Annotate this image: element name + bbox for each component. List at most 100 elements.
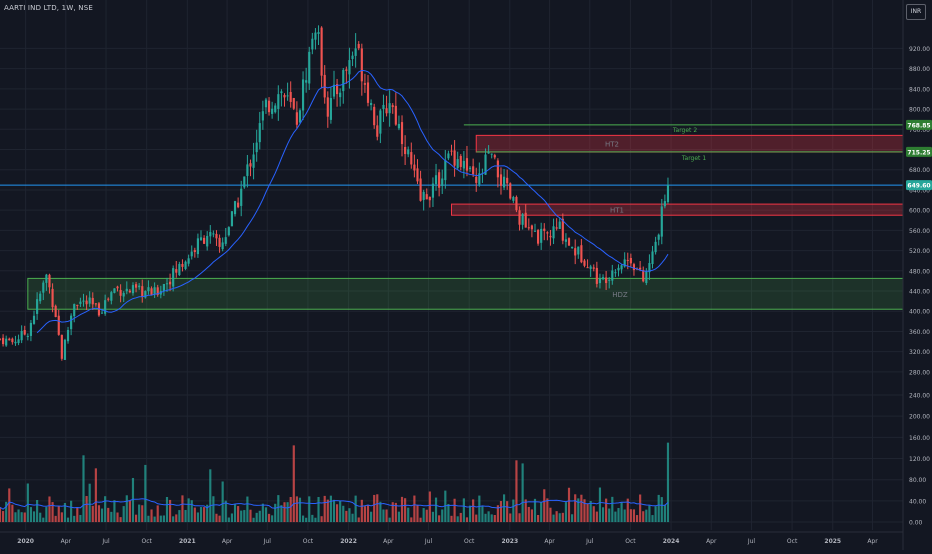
price-ma-line <box>36 69 669 334</box>
volume-bar <box>651 515 654 523</box>
time-tick-label: Oct <box>787 538 798 545</box>
candle-body <box>351 55 354 59</box>
candle-body <box>305 80 308 83</box>
volume-bar <box>227 517 230 523</box>
candle-body <box>100 312 104 314</box>
volume-bar <box>345 510 348 523</box>
volume-bar <box>574 494 577 523</box>
candle-body <box>533 230 537 232</box>
candle-body <box>301 79 305 111</box>
grid <box>0 0 903 530</box>
candle-body <box>11 338 14 343</box>
candle-body <box>187 258 190 264</box>
candle-body <box>76 304 79 306</box>
candle-body <box>79 301 82 304</box>
candle-body <box>524 212 527 228</box>
time-tick-label: Apr <box>61 538 72 545</box>
volume-bar <box>509 513 512 523</box>
price-tick-label: 400.00 <box>909 309 930 316</box>
volume-bar <box>100 508 104 523</box>
candle-body <box>66 330 70 342</box>
volume-bar <box>283 502 286 523</box>
volume-bar <box>0 507 2 523</box>
candle-body <box>555 227 558 229</box>
candle-body <box>580 245 583 263</box>
candle-body <box>373 106 376 126</box>
candle-body <box>335 84 339 95</box>
time-tick-label: Oct <box>625 538 636 545</box>
volume-bar <box>447 503 450 523</box>
volume-bar <box>305 517 308 523</box>
candle-body <box>577 246 580 255</box>
candle-body <box>574 248 577 256</box>
candle-body <box>376 125 379 137</box>
volume-bar <box>425 509 428 523</box>
candle-body <box>286 95 289 97</box>
candle-body <box>107 298 110 300</box>
candle-body <box>292 98 295 109</box>
candle-body <box>348 60 351 75</box>
candle-body <box>651 251 654 265</box>
volume-bar <box>280 505 283 523</box>
volume-bar <box>144 464 147 523</box>
volume-bar <box>657 494 660 523</box>
price-tick-label: 640.00 <box>909 187 930 194</box>
candle-body <box>5 338 8 346</box>
candle-body <box>626 259 629 261</box>
candle-body <box>447 153 450 159</box>
candle-body <box>128 290 131 293</box>
candle-body <box>17 339 20 344</box>
candle-body <box>131 285 135 294</box>
candle-body <box>586 267 589 269</box>
volume-bar <box>94 468 97 523</box>
candle-body <box>20 330 23 341</box>
volume-bar <box>329 495 332 523</box>
candles <box>0 25 670 361</box>
volume-bar <box>119 517 122 523</box>
volume-bar <box>240 510 243 523</box>
candle-body <box>388 103 391 114</box>
candle-body <box>280 91 283 94</box>
volume-bar <box>277 495 280 523</box>
volume-bar <box>14 512 17 523</box>
candle-body <box>407 149 410 155</box>
candle-body <box>175 269 178 273</box>
volume-bar <box>481 505 484 523</box>
candle-body <box>571 246 574 248</box>
volume-bar <box>141 505 144 523</box>
candle-body <box>206 235 209 247</box>
candle-body <box>450 150 453 152</box>
volume-bar <box>342 505 345 523</box>
candle-body <box>589 266 592 269</box>
candle-body <box>518 210 521 225</box>
volume-bar <box>373 494 376 523</box>
volume-bar <box>391 502 394 523</box>
volume-bar <box>601 507 605 523</box>
candle-body <box>441 178 444 187</box>
volume-bar <box>215 513 218 523</box>
volume-bar <box>128 500 131 523</box>
volume-tick-label: 160.00 <box>909 435 930 442</box>
volume-bar <box>131 477 135 523</box>
volume-bar <box>230 513 234 523</box>
volume-bar <box>308 496 311 523</box>
volume-bar <box>645 509 648 523</box>
time-tick-label: 2022 <box>340 538 357 545</box>
candle-body <box>308 51 311 84</box>
candle-body <box>543 228 546 231</box>
volume-bar <box>116 512 119 523</box>
candle-body <box>549 235 552 238</box>
volume-bar <box>663 504 666 523</box>
volume-bar <box>388 517 391 523</box>
candle-body <box>431 183 435 198</box>
candle-body <box>385 108 388 114</box>
currency-button[interactable]: INR <box>906 4 926 20</box>
candle-body <box>134 284 138 288</box>
volume-bar <box>456 516 459 523</box>
volume-bar <box>397 511 401 523</box>
volume-bar <box>203 507 206 523</box>
candle-body <box>196 238 200 255</box>
target-2-price-label: 768.85 <box>907 122 930 129</box>
